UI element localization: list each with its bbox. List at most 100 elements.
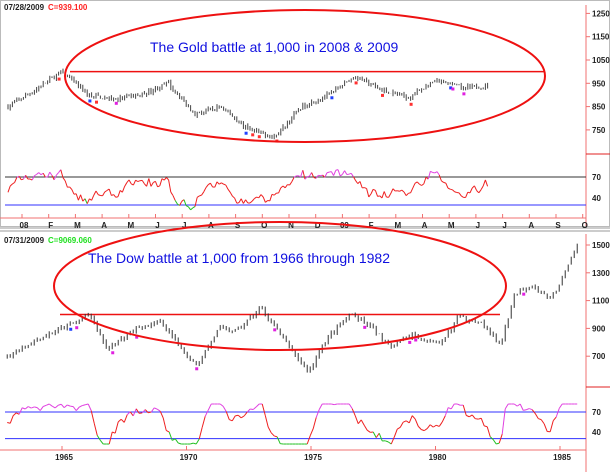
- oscillator-segment: [438, 174, 442, 182]
- dow-annotation: The Dow battle at 1,000 from 1966 throug…: [88, 250, 390, 266]
- oscillator-segment: [227, 188, 231, 193]
- oscillator-segment: [258, 194, 262, 199]
- oscillator-segment: [469, 187, 473, 194]
- oscillator-segment: [372, 431, 377, 438]
- oscillator-segment: [168, 179, 172, 193]
- oscillator-segment: [7, 422, 11, 424]
- oscillator-segment: [225, 184, 229, 190]
- oscillator-segment: [174, 438, 179, 444]
- oscillator-segment: [447, 187, 451, 190]
- oscillator-segment: [39, 406, 44, 411]
- oscillator-segment: [558, 403, 563, 409]
- y-tick-label: 1500: [592, 241, 610, 250]
- oscillator-segment: [185, 205, 189, 208]
- oscillator-segment: [339, 174, 343, 177]
- y-tick-label: 950: [592, 79, 606, 88]
- oscillator-segment: [67, 404, 71, 407]
- oscillator-segment: [364, 187, 367, 190]
- oscillator-segment: [375, 432, 380, 438]
- x-tick-label: O: [582, 221, 588, 230]
- oscillator-segment: [12, 412, 17, 416]
- oscillator-segment: [302, 170, 306, 180]
- oscillator-segment: [543, 423, 548, 432]
- signal-marker: [114, 101, 118, 105]
- oscillator-segment: [86, 198, 90, 204]
- oscillator-segment: [165, 430, 170, 433]
- oscillator-segment: [121, 186, 126, 193]
- oscillator-segment: [235, 414, 239, 417]
- oscillator-segment: [171, 438, 176, 441]
- oscillator-segment: [245, 199, 249, 204]
- oscillator-segment: [22, 407, 26, 410]
- signal-marker: [135, 335, 139, 339]
- oscillator-segment: [9, 415, 14, 424]
- oscillator-segment: [84, 198, 88, 204]
- signal-marker: [75, 326, 79, 330]
- oscillator-segment: [135, 179, 139, 182]
- oscillator-segment: [141, 409, 146, 414]
- oscillator-segment: [198, 427, 203, 440]
- oscillator-segment: [534, 413, 539, 419]
- oscillator-segment: [396, 426, 401, 430]
- oscillator-segment: [156, 408, 161, 412]
- oscillator-segment: [223, 183, 226, 186]
- oscillator-segment: [465, 191, 469, 198]
- oscillator-segment: [90, 410, 95, 424]
- oscillator-segment: [344, 170, 348, 175]
- oscillator-segment: [36, 172, 40, 175]
- oscillator-segment: [24, 406, 29, 410]
- oscillator-segment: [49, 171, 53, 176]
- oscillator-segment: [60, 169, 64, 178]
- oscillator-segment: [269, 194, 273, 202]
- oscillator-segment: [417, 425, 422, 430]
- oscillator-segment: [31, 406, 35, 409]
- oscillator-segment: [480, 185, 484, 191]
- oscillator-segment: [91, 195, 95, 201]
- oscillator-segment: [273, 192, 277, 196]
- oscillator-segment: [150, 407, 155, 413]
- oscillator-segment: [58, 403, 62, 406]
- gold-annotation: The Gold battle at 1,000 in 2008 & 2009: [150, 39, 399, 55]
- oscillator-segment: [9, 183, 13, 187]
- oscillator-segment: [523, 409, 527, 411]
- signal-marker: [95, 100, 98, 104]
- oscillator-segment: [267, 426, 272, 434]
- oscillator-segment: [77, 194, 82, 201]
- y-tick-label: 850: [592, 103, 606, 112]
- oscillator-segment: [308, 172, 313, 177]
- x-tick-label: M: [74, 221, 81, 230]
- oscillator-segment: [393, 428, 398, 438]
- oscillator-segment: [478, 417, 482, 420]
- oscillator-segment: [377, 195, 380, 197]
- x-tick-label: J: [155, 221, 159, 230]
- oscillator-segment: [192, 206, 196, 209]
- oscillator-segment: [102, 191, 106, 197]
- oscillator-segment: [225, 411, 230, 420]
- oscillator-segment: [401, 189, 405, 193]
- oscillator-segment: [280, 185, 284, 189]
- oscillator-segment: [128, 179, 132, 185]
- oscillator-segment: [387, 441, 392, 445]
- oscillator-segment: [93, 190, 97, 196]
- oscillator-segment: [519, 403, 524, 411]
- oscillator-segment: [16, 175, 20, 178]
- oscillator-segment: [29, 178, 33, 181]
- oscillator-segment: [366, 429, 371, 433]
- oscillator-segment: [333, 170, 337, 176]
- oscillator-segment: [408, 415, 413, 424]
- signal-marker: [195, 367, 199, 371]
- oscillator-segment: [476, 190, 480, 194]
- oscillator-segment: [492, 439, 497, 445]
- oscillator-segment: [262, 196, 266, 203]
- oscillator-segment: [434, 171, 438, 174]
- oscillator-segment: [414, 418, 419, 427]
- oscillator-segment: [63, 404, 68, 409]
- oscillator-segment: [82, 198, 86, 202]
- oscillator-segment: [237, 414, 242, 419]
- oscillator-segment: [392, 188, 396, 192]
- oscillator-segment: [126, 411, 131, 416]
- oscillator-segment: [467, 191, 471, 194]
- oscillator-segment: [117, 190, 121, 197]
- oscillator-segment: [148, 411, 152, 414]
